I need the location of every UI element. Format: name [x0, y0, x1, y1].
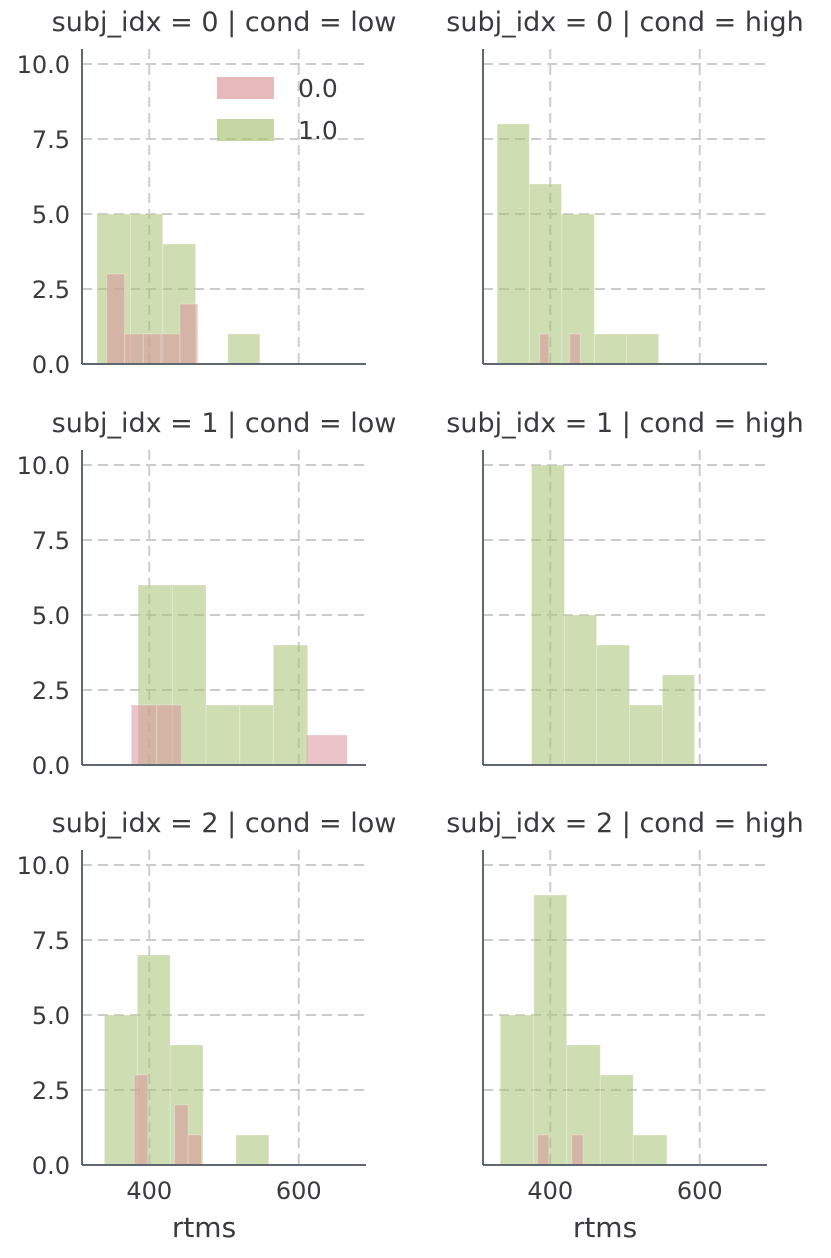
panel-title: subj_idx = 2 | cond = low	[52, 808, 397, 839]
histogram-bar	[142, 333, 162, 365]
histogram-bar	[305, 734, 348, 766]
y-tick-label: 5.0	[32, 1002, 70, 1030]
y-tick-label: 0.0	[32, 351, 70, 379]
histogram-bar	[632, 1134, 668, 1166]
histogram-bar	[625, 333, 660, 365]
y-tick-label: 10.0	[17, 452, 70, 480]
x-axis-label: rtms	[172, 1211, 236, 1244]
y-tick-label: 2.5	[32, 1077, 70, 1105]
facet-panel-4: subj_idx = 2 | cond = low 0.0 2.5 5.0 7.5 10.…	[17, 808, 397, 1244]
histogram-bar	[272, 644, 309, 766]
histogram-bar	[599, 1074, 634, 1166]
y-tick-label: 0.0	[32, 1152, 70, 1180]
panel-title: subj_idx = 2 | cond = high	[446, 808, 803, 839]
facet-panel-5: subj_idx = 2 | cond = high 400 600 rtms	[446, 808, 803, 1244]
y-tick-label: 2.5	[32, 677, 70, 705]
histogram-bar	[103, 1014, 138, 1166]
histogram-bar	[539, 333, 550, 365]
histogram-bar	[531, 464, 565, 766]
histogram-bar	[133, 1074, 149, 1166]
x-axis-label: rtms	[573, 1211, 637, 1244]
y-tick-label: 5.0	[32, 201, 70, 229]
histogram-bar	[124, 333, 144, 365]
panel-title: subj_idx = 1 | cond = low	[52, 408, 397, 439]
y-tick-label: 7.5	[32, 527, 70, 555]
x-tick-label: 400	[527, 1177, 573, 1205]
x-tick-label: 600	[677, 1177, 723, 1205]
y-tick-label: 10.0	[17, 852, 70, 880]
histogram-bar	[130, 704, 158, 766]
histogram-bar	[571, 1134, 584, 1166]
panel-title: subj_idx = 0 | cond = low	[52, 7, 397, 38]
histogram-bar	[239, 704, 274, 766]
facet-panel-0: subj_idx = 0 | cond = low 0.0 2.5 5.0 7.5 10.…	[17, 7, 397, 379]
legend-label: 0.0	[298, 74, 338, 103]
histogram-bar	[566, 1044, 601, 1166]
x-tick-label: 600	[276, 1177, 322, 1205]
histogram-bar	[205, 704, 241, 766]
y-tick-label: 5.0	[32, 602, 70, 630]
facet-panel-2: subj_idx = 1 | cond = low 0.0 2.5 5.0 7.5 10.…	[17, 408, 397, 780]
histogram-bar	[160, 333, 181, 365]
legend-swatch	[217, 77, 274, 99]
histogram-bar	[628, 704, 663, 766]
facet-panel-3: subj_idx = 1 | cond = high	[446, 408, 804, 766]
histogram-bar	[106, 273, 126, 365]
histogram-bar	[569, 333, 581, 365]
histogram-bar	[537, 1134, 550, 1166]
y-tick-label: 10.0	[17, 51, 70, 79]
histogram-bar	[593, 333, 627, 365]
histogram-bar	[533, 894, 568, 1166]
legend-swatch	[217, 119, 274, 141]
panel-title: subj_idx = 0 | cond = high	[446, 7, 803, 38]
histogram-bar	[187, 1134, 203, 1166]
panel-title: subj_idx = 1 | cond = high	[446, 408, 803, 439]
legend-label: 1.0	[298, 116, 338, 145]
histogram-bar	[661, 674, 696, 766]
histogram-bar	[496, 123, 530, 365]
histogram-bar	[563, 614, 598, 766]
histogram-bar	[174, 1104, 189, 1166]
y-tick-label: 7.5	[32, 126, 70, 154]
histogram-bar	[179, 303, 199, 365]
histogram-bar	[156, 704, 182, 766]
legend: 0.01.0	[217, 74, 338, 145]
histogram-bar	[227, 333, 261, 365]
histogram-bar	[596, 644, 630, 766]
facet-panel-1: subj_idx = 0 | cond = high	[446, 7, 804, 365]
y-tick-label: 7.5	[32, 927, 70, 955]
x-tick-label: 400	[126, 1177, 172, 1205]
histogram-bar	[499, 1014, 535, 1166]
histogram-bar	[235, 1134, 270, 1166]
y-tick-label: 0.0	[32, 752, 70, 780]
y-tick-label: 2.5	[32, 276, 70, 304]
